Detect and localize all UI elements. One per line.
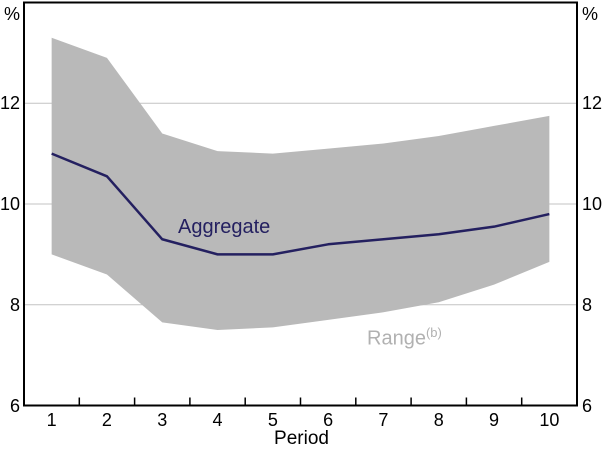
- y-axis-unit-right: %: [582, 4, 599, 24]
- y-tick-label-right: 6: [582, 395, 593, 416]
- range-series-label-text: Range: [367, 327, 426, 350]
- y-axis-unit-left: %: [3, 4, 20, 24]
- aggregate-series-label: Aggregate: [178, 216, 271, 238]
- y-tick-label-left: 10: [0, 194, 21, 214]
- x-tick-label: 6: [323, 410, 334, 430]
- y-tick-label-right: 8: [582, 294, 593, 315]
- x-tick-label: 4: [212, 410, 223, 430]
- range-series-label: Range(b): [367, 322, 442, 350]
- plot-border: [23, 1, 578, 407]
- range-band: [51, 37, 550, 330]
- y-tick-label-left: 6: [9, 395, 20, 416]
- aggregate-line: [51, 152, 550, 256]
- x-tick-label: 7: [378, 410, 389, 430]
- x-tick-label: 1: [46, 410, 57, 430]
- y-tick-label-left: 12: [0, 93, 21, 114]
- y-tick-label-left: 8: [9, 294, 20, 315]
- y-tick-label-right: 12: [582, 93, 603, 114]
- x-tick-label: 5: [267, 410, 278, 430]
- range-series-label-superscript: (b): [425, 325, 442, 340]
- x-tick-label: 10: [539, 410, 560, 430]
- y-tick-label-right: 10: [582, 194, 603, 214]
- x-tick-label: 9: [489, 410, 500, 430]
- x-tick-label: 3: [157, 410, 168, 430]
- x-axis-title: Period: [274, 428, 329, 449]
- x-tick-label: 2: [101, 410, 112, 430]
- x-tick-label: 8: [433, 410, 444, 430]
